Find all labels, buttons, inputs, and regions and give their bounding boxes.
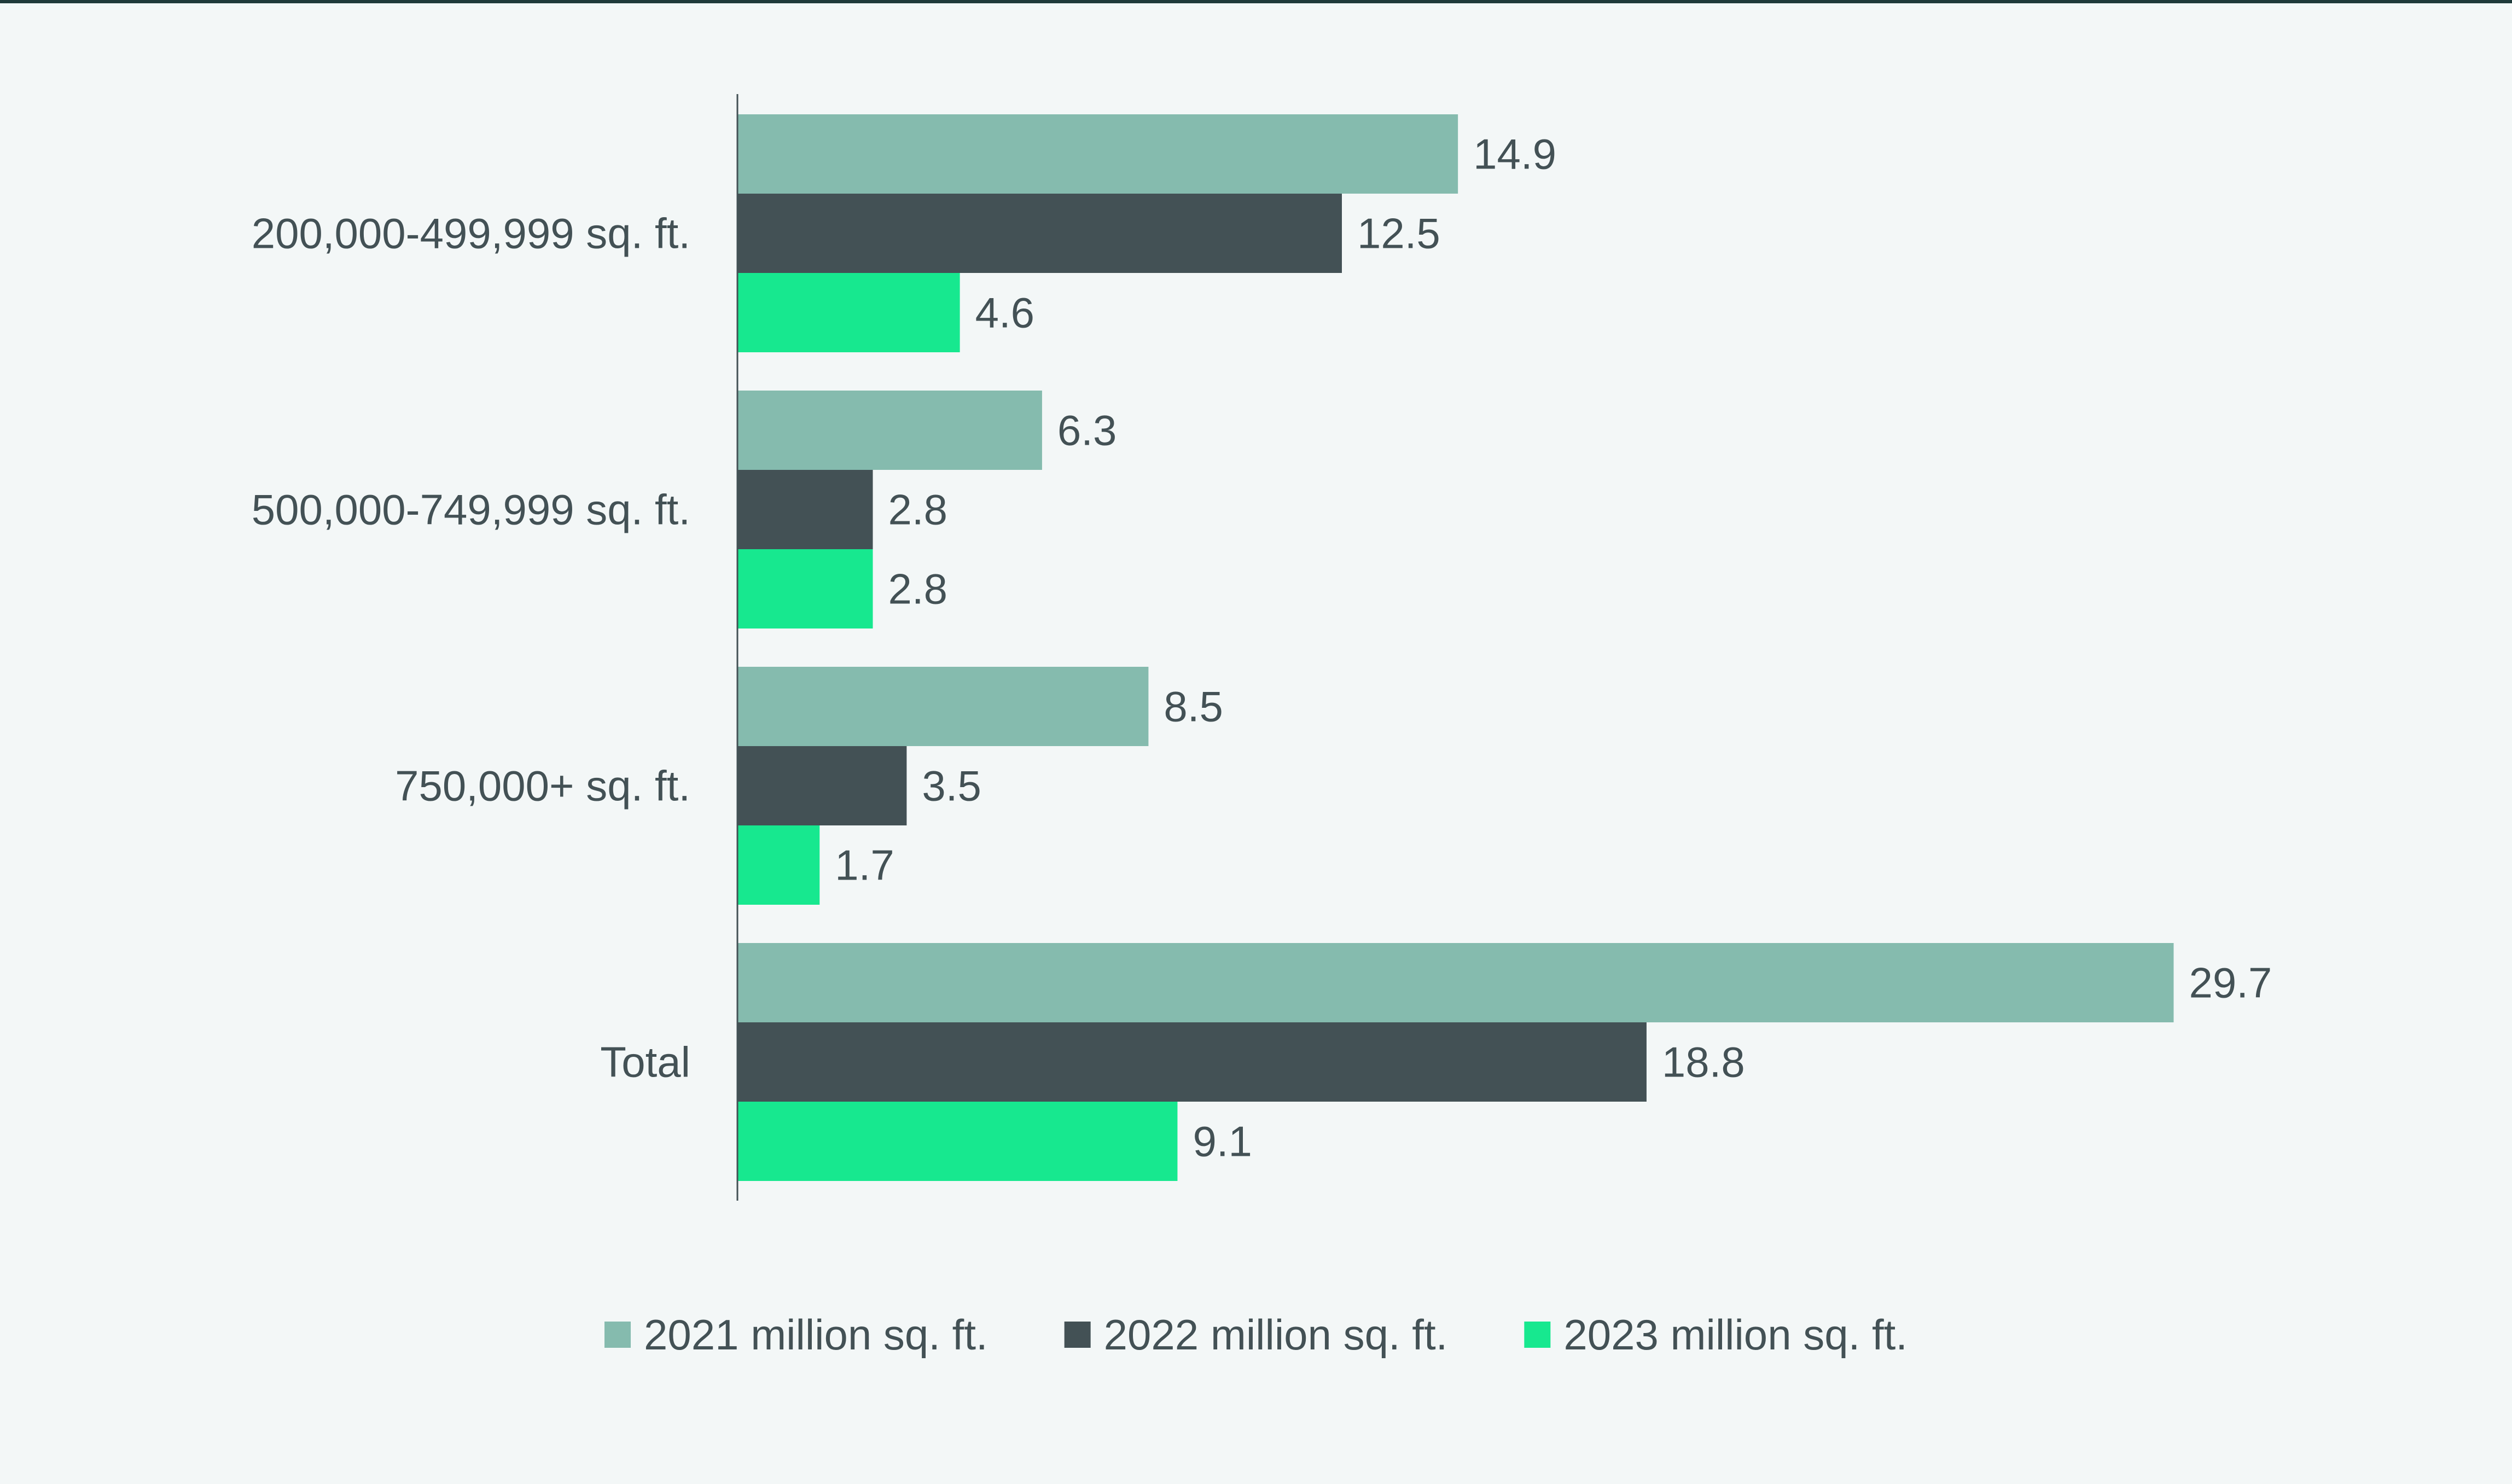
bar-total-series-2 bbox=[737, 1022, 1647, 1102]
category-label-500-000-749-999-sq-ft: 500,000-749,999 sq. ft. bbox=[252, 486, 690, 534]
top-rule bbox=[0, 0, 2512, 3]
labels-layer: 14.9 12.5 4.6 200,000-499,999 sq. ft. 6.3 2.8… bbox=[252, 130, 2272, 1166]
value-label-500-000-749-999-sq-ft-series-2: 2.8 bbox=[888, 486, 947, 534]
bar-total-series-3 bbox=[737, 1102, 1178, 1181]
value-label-750-000-sq-ft-series-2: 3.5 bbox=[922, 762, 981, 810]
bar-200-000-499-999-sq-ft-series-1 bbox=[737, 114, 1458, 194]
bar-200-000-499-999-sq-ft-series-2 bbox=[737, 194, 1342, 273]
bar-500-000-749-999-sq-ft-series-3 bbox=[737, 549, 873, 628]
value-label-200-000-499-999-sq-ft-series-3: 4.6 bbox=[975, 289, 1034, 337]
legend-swatch-series-2 bbox=[1064, 1322, 1091, 1348]
category-label-total: Total bbox=[600, 1038, 690, 1086]
value-label-total-series-2: 18.8 bbox=[1662, 1038, 1745, 1086]
bar-500-000-749-999-sq-ft-series-1 bbox=[737, 391, 1042, 470]
legend-label-series-2: 2022 million sq. ft. bbox=[1104, 1311, 1448, 1359]
value-label-750-000-sq-ft-series-1: 8.5 bbox=[1164, 683, 1223, 731]
legend: 2021 million sq. ft. 2022 million sq. ft.… bbox=[604, 1311, 1908, 1359]
value-label-500-000-749-999-sq-ft-series-3: 2.8 bbox=[888, 565, 947, 613]
bar-750-000-sq-ft-series-1 bbox=[737, 667, 1149, 746]
bars-layer bbox=[737, 114, 2174, 1181]
legend-label-series-1: 2021 million sq. ft. bbox=[644, 1311, 988, 1359]
category-label-200-000-499-999-sq-ft: 200,000-499,999 sq. ft. bbox=[252, 209, 690, 258]
legend-swatch-series-3 bbox=[1524, 1322, 1551, 1348]
category-label-750-000-sq-ft: 750,000+ sq. ft. bbox=[395, 762, 690, 810]
bar-750-000-sq-ft-series-2 bbox=[737, 746, 907, 825]
value-label-200-000-499-999-sq-ft-series-2: 12.5 bbox=[1357, 209, 1440, 258]
value-label-500-000-749-999-sq-ft-series-1: 6.3 bbox=[1057, 406, 1117, 455]
bar-total-series-1 bbox=[737, 943, 2174, 1022]
bar-750-000-sq-ft-series-3 bbox=[737, 825, 820, 905]
value-label-total-series-1: 29.7 bbox=[2189, 959, 2272, 1007]
value-label-200-000-499-999-sq-ft-series-1: 14.9 bbox=[1473, 130, 1556, 178]
bar-500-000-749-999-sq-ft-series-2 bbox=[737, 470, 873, 549]
legend-label-series-3: 2023 million sq. ft. bbox=[1563, 1311, 1908, 1359]
value-label-750-000-sq-ft-series-3: 1.7 bbox=[835, 841, 894, 889]
bar-200-000-499-999-sq-ft-series-3 bbox=[737, 273, 960, 352]
value-label-total-series-3: 9.1 bbox=[1193, 1118, 1252, 1166]
legend-swatch-series-1 bbox=[604, 1322, 631, 1348]
